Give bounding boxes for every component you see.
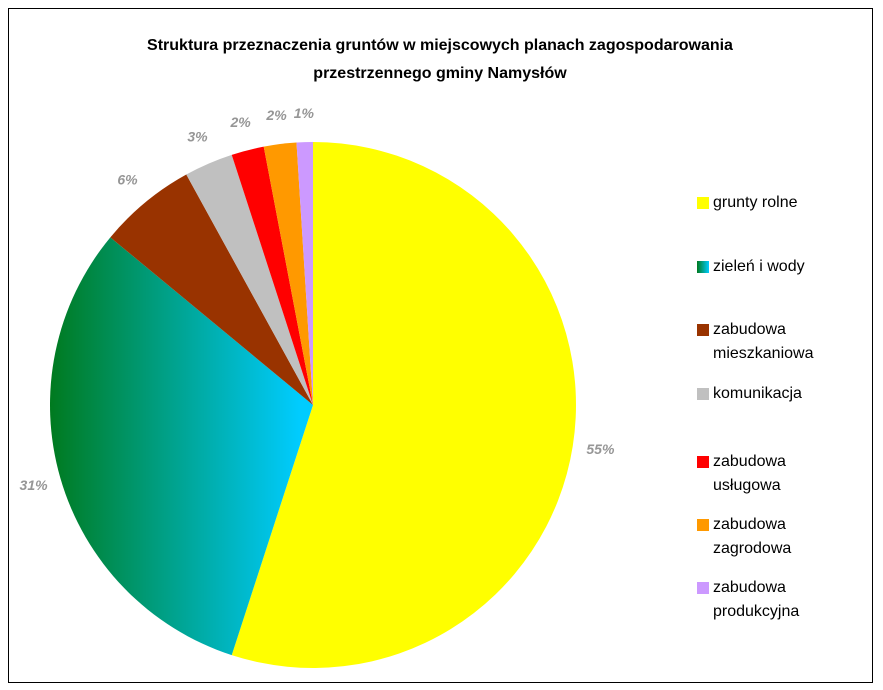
legend-label: komunikacja	[713, 385, 802, 402]
value-label: 3%	[187, 129, 208, 145]
pie-slice	[263, 142, 313, 405]
pie-slice	[296, 142, 313, 405]
legend-swatch	[697, 324, 709, 336]
value-label: 2%	[230, 114, 252, 130]
legend-label: zabudowa zagrodowa	[713, 516, 792, 557]
legend-swatch	[697, 582, 709, 594]
value-label: 55%	[586, 441, 615, 457]
value-label: 1%	[294, 105, 315, 121]
pie-slice	[49, 237, 313, 656]
pie-slice	[110, 174, 314, 405]
value-label: 6%	[117, 171, 138, 187]
legend-swatch	[697, 197, 709, 209]
legend-swatch	[697, 388, 709, 400]
value-label: 2%	[265, 107, 287, 123]
legend-swatch	[697, 519, 709, 531]
legend-label: zabudowa produkcyjna	[713, 579, 800, 620]
pie-slice	[231, 142, 577, 669]
pie-slice	[186, 154, 313, 405]
value-label: 31%	[20, 477, 49, 493]
legend-swatch	[697, 456, 709, 468]
legend-label: zieleń i wody	[713, 258, 805, 275]
legend-label: grunty rolne	[713, 194, 798, 211]
legend-label: zabudowa mieszkaniowa	[713, 321, 814, 362]
pie-slice	[231, 146, 313, 405]
legend-label: zabudowa usługowa	[713, 453, 786, 494]
chart-title: Struktura przeznaczenia gruntów w miejsc…	[147, 37, 733, 82]
chart-frame	[8, 8, 873, 683]
legend-swatch	[697, 261, 709, 273]
